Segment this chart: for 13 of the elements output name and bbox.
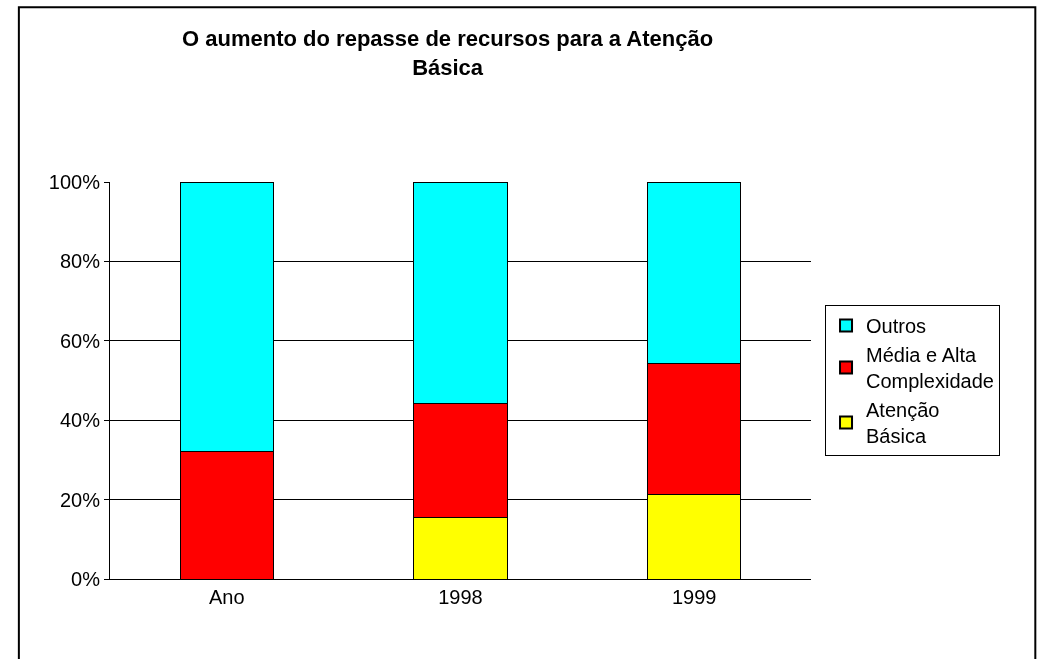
y-tick-label: 20% bbox=[59, 488, 101, 511]
x-tick-label: Ano bbox=[209, 586, 245, 608]
legend-label: Atenção Básica bbox=[866, 399, 940, 448]
y-tick-label: 100% bbox=[48, 171, 101, 193]
y-tick-label: 60% bbox=[59, 329, 101, 352]
legend-label: Outros bbox=[866, 315, 927, 338]
y-tick-label: 0% bbox=[71, 568, 101, 590]
x-tick-label: 1999 bbox=[671, 586, 717, 608]
y-tick-label: 40% bbox=[59, 409, 101, 432]
y-tick-label: 80% bbox=[59, 250, 101, 273]
legend-label: Média e Alta Complexidade bbox=[866, 344, 994, 393]
chart-title: O aumento do repasse de recursos para a Atenção Básica bbox=[182, 26, 714, 80]
x-tick-label: 1998 bbox=[438, 586, 483, 608]
